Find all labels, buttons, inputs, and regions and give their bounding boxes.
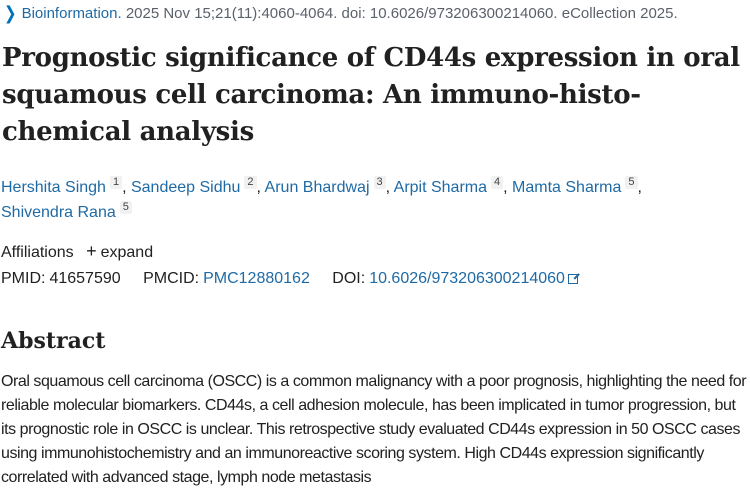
affiliation-number[interactable]: 5 xyxy=(625,176,638,189)
affiliations-label: Affiliations xyxy=(1,244,74,261)
citation-line: ❯ Bioinformation. 2025 Nov 15;21(11):4060… xyxy=(4,2,678,26)
separator: , xyxy=(122,179,131,196)
affiliation-number[interactable]: 2 xyxy=(244,176,257,189)
author-item: Arpit Sharma 4, xyxy=(393,176,513,196)
plus-icon: + xyxy=(86,241,97,261)
author-item: Mamta Sharma 5, xyxy=(512,176,642,196)
pmid-label: PMID: xyxy=(1,270,46,287)
doi-label: DOI: xyxy=(332,270,366,287)
separator: , xyxy=(503,179,513,196)
author-link[interactable]: Arpit Sharma xyxy=(393,179,488,196)
author-link[interactable]: Hershita Singh xyxy=(1,179,106,196)
doi-link[interactable]: 10.6026/973206300214060 xyxy=(369,270,578,287)
author-item: Sandeep Sidhu 2, xyxy=(130,176,265,196)
abstract-text: Oral squamous cell carcinoma (OSCC) is a… xyxy=(1,373,747,486)
author-link[interactable]: Sandeep Sidhu xyxy=(130,179,241,196)
external-link-icon xyxy=(567,274,578,284)
separator: , xyxy=(637,179,642,196)
expand-label: expand xyxy=(100,244,154,261)
separator: , xyxy=(385,179,394,196)
affiliation-number[interactable]: 5 xyxy=(119,201,132,214)
affiliations-row: Affiliations + expand xyxy=(1,240,153,264)
author-link[interactable]: Shivendra Rana xyxy=(1,204,116,221)
article-title: Prognostic significance of CD44s express… xyxy=(2,43,740,147)
chevron-right-icon[interactable]: ❯ xyxy=(4,3,17,24)
abstract-heading: Abstract xyxy=(1,328,106,354)
author-item: Arun Bhardwaj 3, xyxy=(264,176,394,196)
affiliation-number[interactable]: 3 xyxy=(373,176,386,189)
citation-details: 2025 Nov 15;21(11):4060-4064. doi: 10.60… xyxy=(125,5,678,22)
pmid-value: 41657590 xyxy=(49,270,121,287)
author-link[interactable]: Arun Bhardwaj xyxy=(264,179,370,196)
author-link[interactable]: Mamta Sharma xyxy=(512,179,622,196)
doi-value: 10.6026/973206300214060 xyxy=(369,270,565,287)
separator: , xyxy=(256,179,265,196)
identifiers-row: PMID: 41657590 PMCID: PMC12880162 DOI: 10.6… xyxy=(1,268,578,290)
affiliation-number[interactable]: 1 xyxy=(109,176,123,189)
affiliation-number[interactable]: 4 xyxy=(491,176,504,189)
journal-link[interactable]: Bioinformation. xyxy=(21,5,122,22)
author-item: Hershita Singh 1, xyxy=(1,176,131,196)
pmcid-link[interactable]: PMC12880162 xyxy=(203,270,310,287)
author-item: Shivendra Rana 5 xyxy=(1,201,132,221)
expand-affiliations-button[interactable]: + expand xyxy=(86,241,154,261)
pmcid-label: PMCID: xyxy=(143,270,200,287)
author-list: Hershita Singh 1, Sandeep Sidhu 2, Arun Bh… xyxy=(1,175,741,225)
